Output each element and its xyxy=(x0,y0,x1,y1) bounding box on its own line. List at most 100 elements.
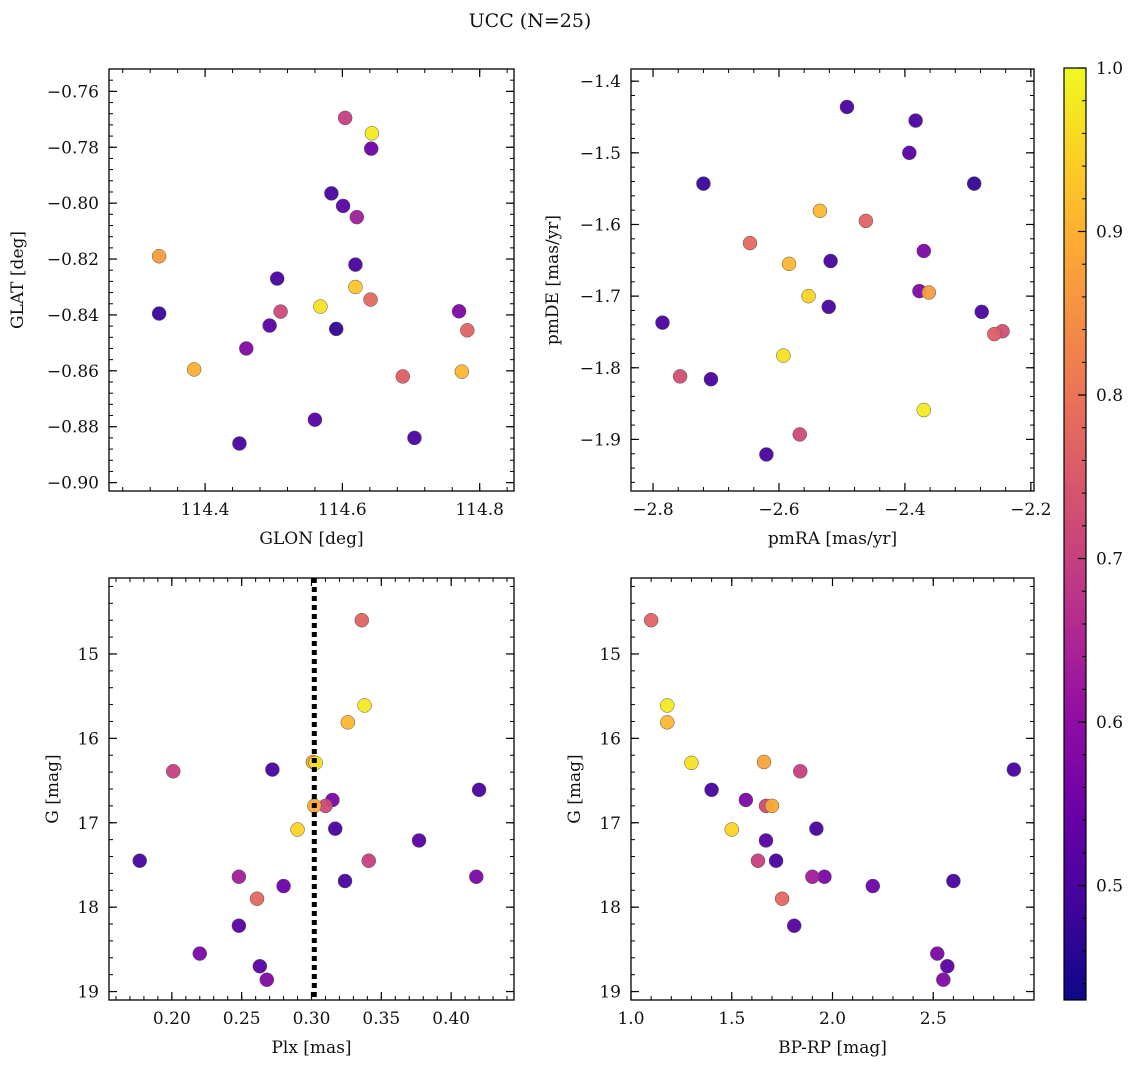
data-point-3 xyxy=(186,362,202,377)
y-tick-label: −1.8 xyxy=(580,359,621,379)
points-layer xyxy=(655,99,1010,462)
y-tick-label: 18 xyxy=(599,898,621,918)
data-point-1 xyxy=(655,315,670,330)
x-tick-label: −2.8 xyxy=(632,500,673,520)
y-tick-label: −1.4 xyxy=(580,72,621,92)
y-tick-label: −0.88 xyxy=(47,418,99,438)
data-point-17 xyxy=(327,821,343,836)
data-point-15 xyxy=(839,99,855,115)
data-point-17 xyxy=(805,869,820,885)
data-point-5 xyxy=(742,235,758,251)
colorbar-tick-label: 0.5 xyxy=(1096,877,1123,897)
data-point-6 xyxy=(249,891,265,906)
data-point-15 xyxy=(786,918,802,933)
x-tick-label: 1.5 xyxy=(718,1009,745,1029)
data-point-17 xyxy=(908,113,923,128)
points-layer xyxy=(643,612,1022,987)
colorbar: 0.5 0.6 0.7 0.8 0.9 1.0 xyxy=(1063,59,1123,1001)
data-point-7 xyxy=(776,348,791,363)
y-tick-label: −1.6 xyxy=(580,215,621,235)
y-tick-label: 17 xyxy=(77,814,99,834)
data-point-23 xyxy=(940,958,955,974)
x-tick-label: −2.4 xyxy=(884,500,925,520)
data-point-2 xyxy=(151,306,167,321)
data-point-2 xyxy=(672,369,688,384)
y-axis-label: GLAT [deg] xyxy=(8,231,28,329)
colorbar-tick-label: 0.7 xyxy=(1096,550,1123,570)
panels: 114.4 114.6 114.8 −0.76 −0.78 −0.80 −0.82 −0.84… xyxy=(8,68,1051,1058)
data-point-12 xyxy=(821,299,836,315)
data-point-2 xyxy=(165,764,181,779)
panel-3: 0.20 0.25 0.30 0.35 0.40 15 16 17 18 19 Plx [mas] G… xyxy=(43,577,515,1058)
data-point-5 xyxy=(231,918,247,933)
data-point-22 xyxy=(407,430,422,446)
y-axis-label: pmDE [mas/yr] xyxy=(543,215,563,345)
data-point-7 xyxy=(252,958,268,974)
y-tick-label: −1.7 xyxy=(580,287,621,307)
data-point-11 xyxy=(290,822,305,837)
data-point-1 xyxy=(132,853,147,868)
data-point-1 xyxy=(151,248,167,264)
data-point-13 xyxy=(768,853,784,868)
data-point-9 xyxy=(792,427,808,442)
data-point-13 xyxy=(335,198,351,214)
data-point-14 xyxy=(774,891,790,906)
points-layer xyxy=(132,612,487,987)
x-tick-label: −2.2 xyxy=(1010,500,1051,520)
data-point-4 xyxy=(703,371,719,387)
y-tick-label: 16 xyxy=(599,729,621,749)
data-point-5 xyxy=(704,782,719,798)
x-tick-label: 0.30 xyxy=(293,1009,331,1029)
y-axis-label: G [mag] xyxy=(565,754,585,823)
x-tick-label: 2.5 xyxy=(920,1009,947,1029)
data-point-3 xyxy=(696,176,711,191)
x-tick-label: 0.25 xyxy=(223,1009,261,1029)
data-point-4 xyxy=(684,755,699,771)
x-tick-label: 114.4 xyxy=(181,500,230,520)
data-point-9 xyxy=(265,762,280,777)
y-tick-label: −1.9 xyxy=(580,430,621,450)
colorbar-tick-label: 0.9 xyxy=(1096,223,1123,243)
x-tick-label: 1.0 xyxy=(617,1009,644,1029)
data-point-25 xyxy=(460,323,475,338)
data-point-21 xyxy=(395,369,411,384)
data-point-24 xyxy=(469,869,484,885)
data-point-20 xyxy=(921,285,937,300)
data-point-14 xyxy=(337,110,353,126)
data-point-10 xyxy=(276,878,291,894)
panel-4: 1.0 1.5 2.0 2.5 15 16 17 18 19 BP-RP [mag] G [mag] xyxy=(565,577,1035,1058)
data-point-11 xyxy=(758,833,774,848)
y-tick-label: −0.84 xyxy=(47,306,99,326)
data-point-3 xyxy=(660,715,675,730)
data-point-20 xyxy=(354,612,370,628)
data-point-21 xyxy=(930,946,945,961)
y-tick-label: 15 xyxy=(77,645,99,665)
y-tick-label: −0.80 xyxy=(47,194,99,214)
data-point-17 xyxy=(349,209,365,225)
data-point-14 xyxy=(858,213,874,229)
data-point-24 xyxy=(946,873,961,889)
y-tick-label: 19 xyxy=(599,983,621,1003)
y-tick-label: −1.5 xyxy=(580,144,621,164)
y-tick-label: −0.76 xyxy=(47,82,99,102)
data-point-16 xyxy=(793,764,808,779)
colorbar-bar xyxy=(1063,67,1087,1001)
data-point-8 xyxy=(781,256,797,272)
data-point-22 xyxy=(936,972,951,987)
data-point-23 xyxy=(451,304,467,319)
data-point-7 xyxy=(738,792,754,808)
x-tick-label: 0.40 xyxy=(432,1009,470,1029)
x-tick-label: 0.35 xyxy=(362,1009,400,1029)
data-point-15 xyxy=(348,257,363,272)
y-tick-label: 19 xyxy=(77,983,99,1003)
data-point-4 xyxy=(231,869,247,885)
colorbar-tick-label: 0.8 xyxy=(1096,386,1123,406)
axes-frame xyxy=(630,68,1035,492)
y-tick-label: 15 xyxy=(599,645,621,665)
y-tick-label: −0.86 xyxy=(47,362,99,382)
data-point-16 xyxy=(348,279,363,295)
y-tick-label: 17 xyxy=(599,814,621,834)
data-point-8 xyxy=(750,853,766,868)
x-tick-label: −2.6 xyxy=(758,500,799,520)
